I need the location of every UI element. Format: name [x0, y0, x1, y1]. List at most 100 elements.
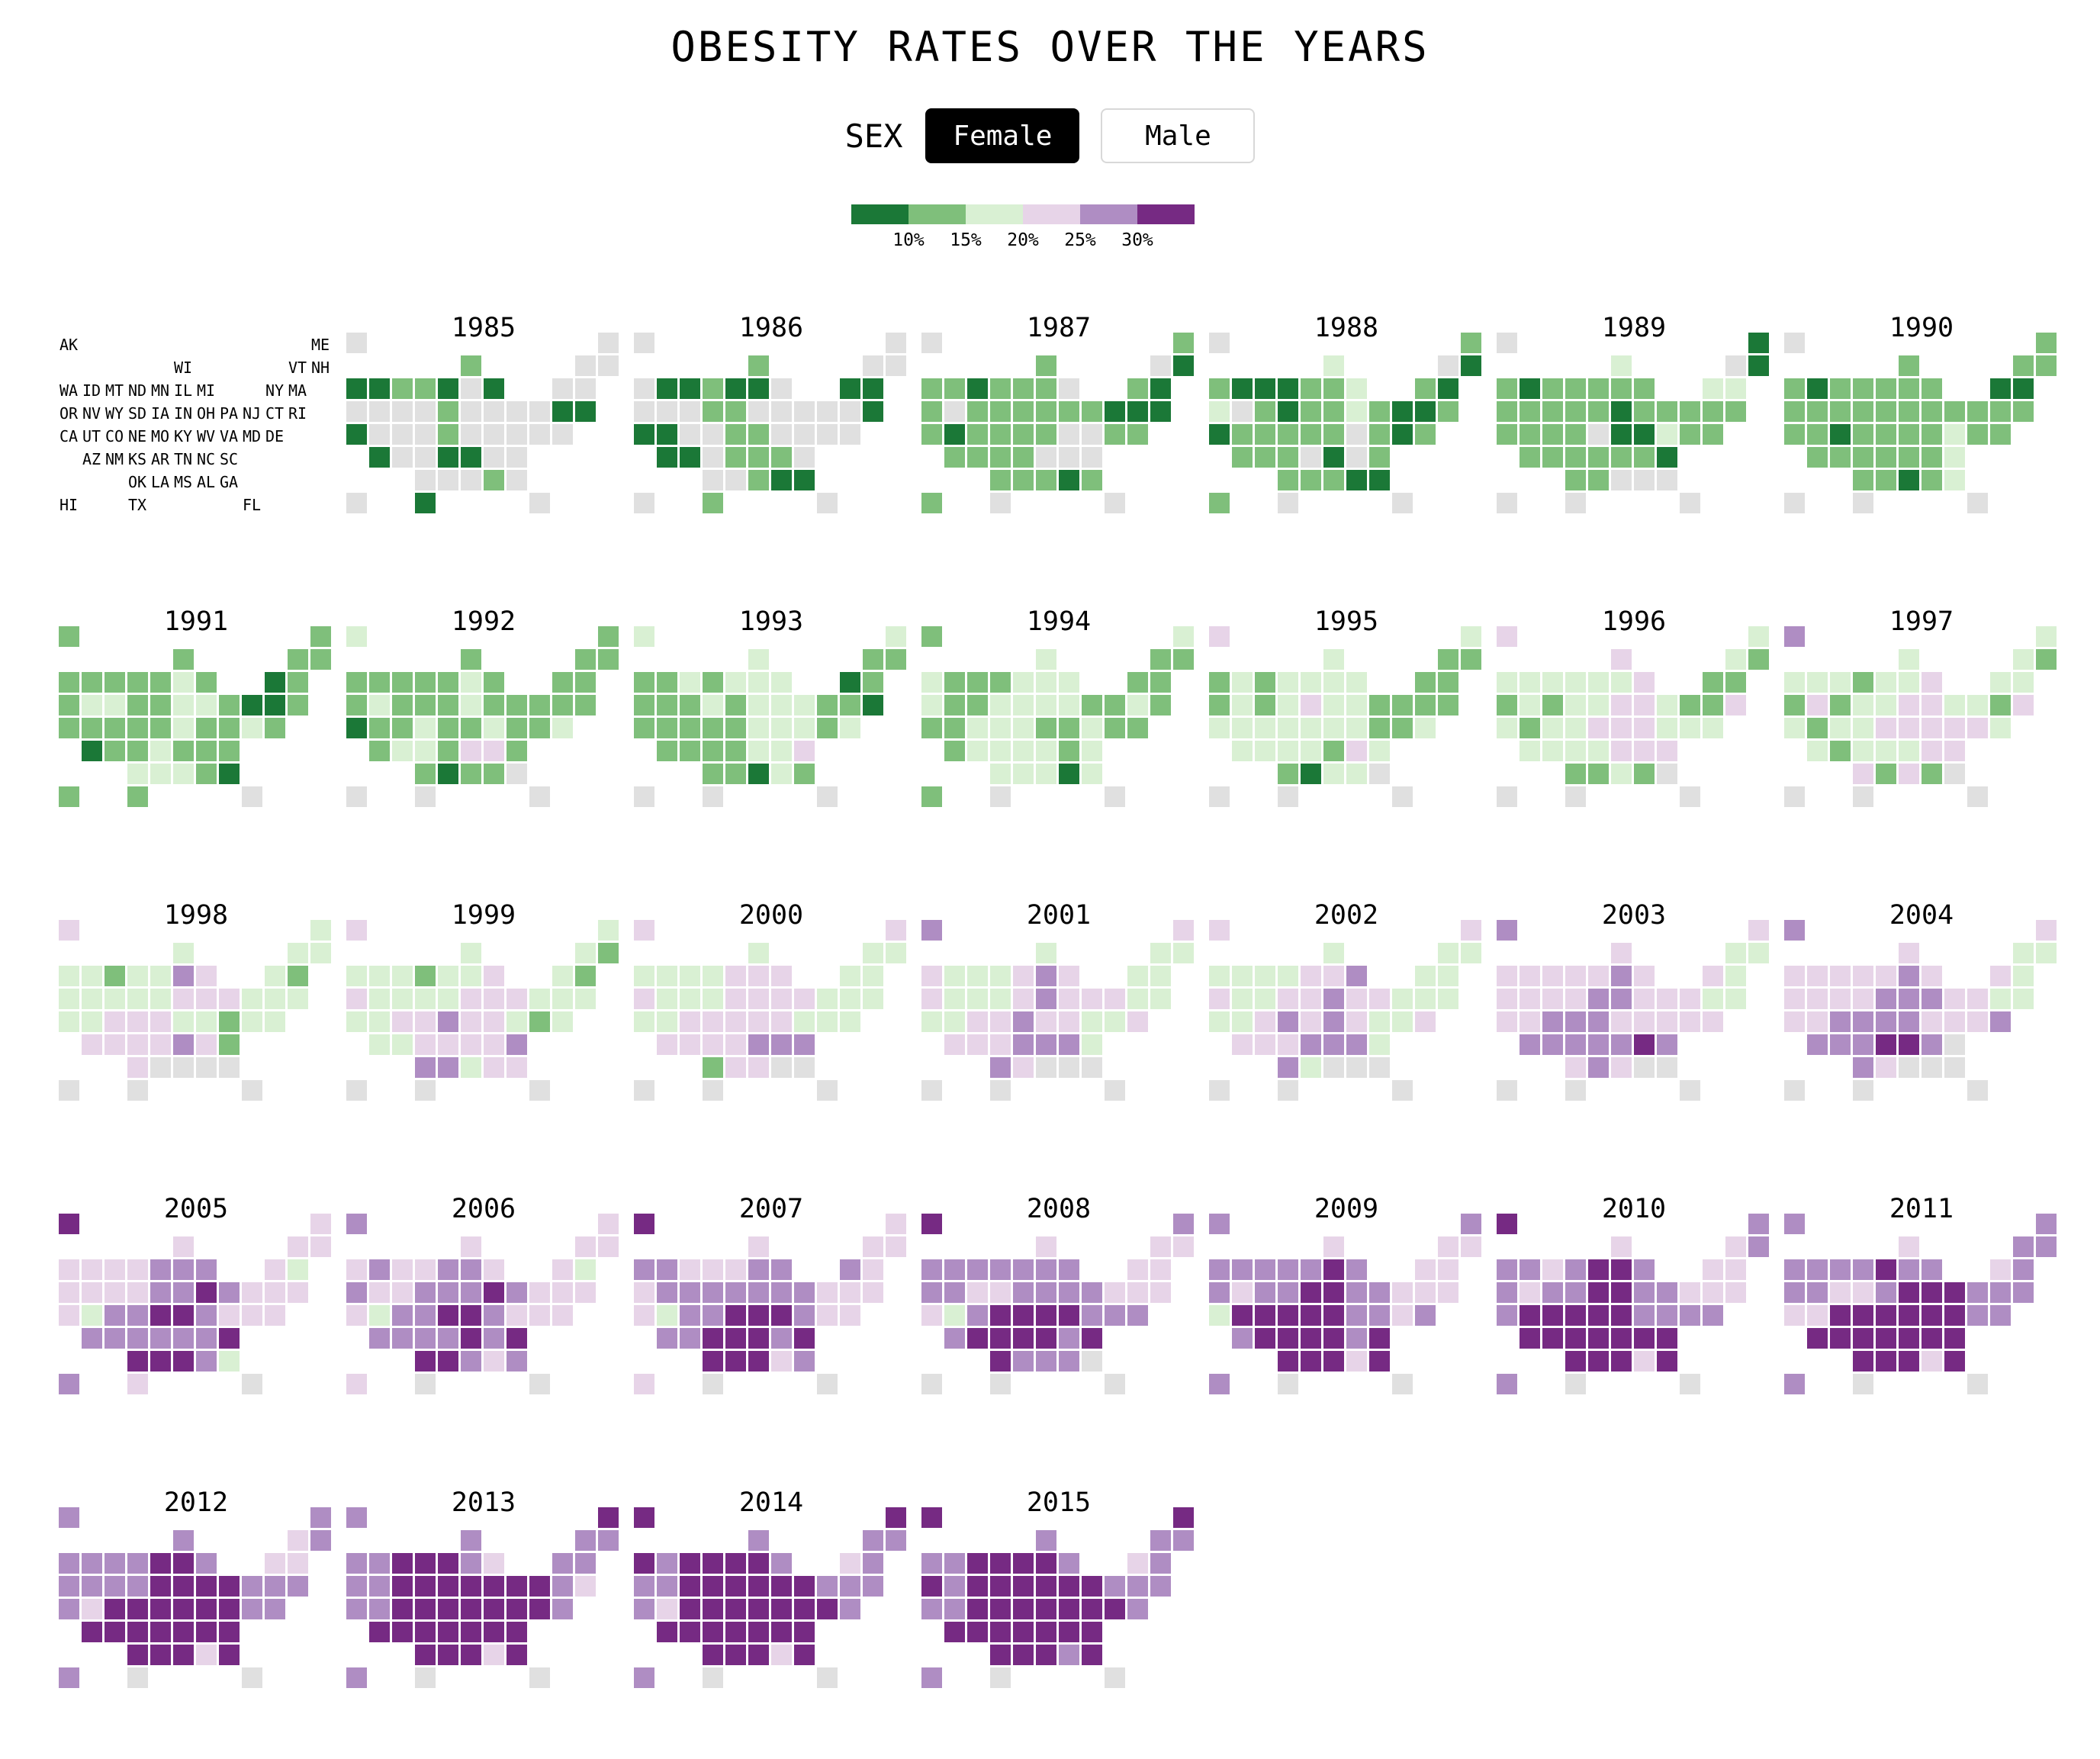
state-key-label: VA — [219, 427, 239, 445]
state-tile-nv — [657, 695, 677, 715]
state-tile-nj — [242, 1282, 262, 1303]
state-tile-wi — [1611, 1236, 1632, 1257]
state-tile-vt — [288, 943, 308, 963]
state-tile-ia — [1301, 1282, 1321, 1303]
state-tile-il — [1611, 378, 1632, 399]
state-tile-nc — [196, 741, 217, 761]
state-tile-va — [1944, 424, 1965, 445]
state-tile-nh — [2036, 1236, 2057, 1257]
state-tile-sc — [219, 1622, 240, 1642]
state-tile-id — [82, 672, 102, 693]
state-tile-va — [507, 718, 527, 738]
state-tile-tn — [1611, 447, 1632, 468]
state-tile-de — [840, 1305, 860, 1326]
state-tile-il — [1611, 1259, 1632, 1280]
state-tile-oh — [196, 989, 217, 1009]
state-tile-nv — [369, 1282, 390, 1303]
state-tile-or — [1497, 1282, 1517, 1303]
state-key-label: KS — [127, 450, 147, 468]
state-tile-ri — [863, 695, 883, 715]
state-tile-ia — [725, 1576, 746, 1597]
state-tile-ms — [748, 1645, 769, 1665]
state-tile-ny — [552, 1259, 573, 1280]
state-tile-tx — [990, 1374, 1011, 1394]
state-tile-tx — [1278, 786, 1298, 807]
state-tile-az — [1520, 741, 1540, 761]
state-tile-ma — [1438, 1259, 1458, 1280]
state-tile-ca — [921, 1599, 942, 1619]
state-tile-ga — [507, 1057, 527, 1078]
state-tile-de — [1127, 1011, 1148, 1032]
state-tile-md — [1967, 718, 1988, 738]
state-tile-hi — [1497, 1080, 1517, 1101]
state-tile-ak — [1497, 626, 1517, 647]
state-tile-de — [1127, 1305, 1148, 1326]
state-tile-or — [346, 1282, 367, 1303]
state-tile-pa — [1082, 1576, 1102, 1597]
state-tile-mn — [1013, 1259, 1034, 1280]
state-tile-ca — [634, 1011, 654, 1032]
state-tile-va — [794, 1305, 815, 1326]
state-tile-mo — [1301, 718, 1321, 738]
male-button[interactable]: Male — [1101, 108, 1256, 163]
state-tile-fl — [1392, 1374, 1413, 1394]
state-tile-wi — [173, 649, 194, 670]
state-tile-tn — [461, 741, 481, 761]
state-key-label: VT — [288, 359, 307, 377]
state-tile-az — [657, 1034, 677, 1055]
state-tile-oh — [196, 1282, 217, 1303]
state-tile-ny — [1415, 378, 1436, 399]
state-tile-or — [59, 1282, 79, 1303]
state-tile-ut — [657, 1599, 677, 1619]
state-tile-ct — [1990, 401, 2011, 422]
state-tile-mt — [1255, 1259, 1275, 1280]
state-tile-nd — [415, 1259, 436, 1280]
state-tile-tx — [1853, 1080, 1873, 1101]
female-button[interactable]: Female — [925, 108, 1080, 163]
color-legend: 10% 15% 20% 25% 30% — [851, 204, 1195, 250]
state-tile-ia — [1013, 989, 1034, 1009]
state-tile-oh — [1346, 989, 1367, 1009]
state-tile-or — [1209, 989, 1230, 1009]
state-tile-nj — [529, 401, 550, 422]
state-tile-wy — [1255, 989, 1275, 1009]
state-tile-ny — [1127, 1259, 1148, 1280]
state-tile-nv — [1232, 401, 1253, 422]
state-tile-mt — [1542, 672, 1563, 693]
state-tile-va — [1657, 1011, 1677, 1032]
state-tile-la — [150, 1057, 171, 1078]
state-tile-me — [2036, 333, 2057, 353]
state-tile-or — [1784, 695, 1805, 715]
state-tile-ca — [1209, 424, 1230, 445]
state-tile-al — [1634, 1351, 1655, 1372]
state-tile-co — [967, 424, 988, 445]
state-tile-nv — [1520, 989, 1540, 1009]
state-tile-ga — [1657, 1057, 1677, 1078]
state-tile-me — [886, 1214, 906, 1234]
state-tile-az — [82, 1622, 102, 1642]
legend-tick-label: 25% — [1064, 230, 1096, 250]
state-tile-wv — [771, 718, 792, 738]
state-tile-mo — [725, 1011, 746, 1032]
state-tile-tn — [1899, 447, 1919, 468]
state-tile-mo — [1013, 1599, 1034, 1619]
state-tile-sc — [1082, 1034, 1102, 1055]
state-tile-wi — [1611, 355, 1632, 376]
state-tile-pa — [794, 989, 815, 1009]
state-tile-nh — [1173, 1236, 1194, 1257]
state-key-label: NH — [310, 359, 330, 377]
state-tile-or — [634, 1282, 654, 1303]
state-tile-wi — [748, 943, 769, 963]
state-tile-ut — [369, 718, 390, 738]
state-tile-vt — [1725, 1236, 1746, 1257]
state-tile-ky — [1323, 1011, 1344, 1032]
state-tile-de — [552, 1305, 573, 1326]
state-tile-al — [484, 1351, 504, 1372]
state-tile-nh — [2036, 355, 2057, 376]
state-tile-wi — [1036, 1530, 1056, 1551]
state-tile-hi — [1784, 1080, 1805, 1101]
state-tile-az — [1520, 1328, 1540, 1349]
state-tile-ne — [1278, 424, 1298, 445]
state-key-label: CA — [59, 427, 79, 445]
state-key-label: ND — [127, 381, 147, 400]
